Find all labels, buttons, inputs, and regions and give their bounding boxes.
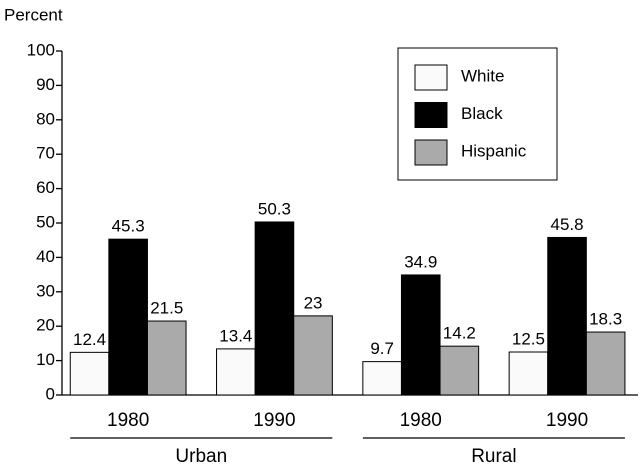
bar <box>69 351 110 396</box>
y-tick-label: 60 <box>36 178 55 197</box>
value-label: 23 <box>304 293 323 312</box>
legend-label: Black <box>461 104 503 123</box>
legend-swatch <box>414 64 448 91</box>
bar <box>108 238 148 396</box>
y-tick-label: 10 <box>36 350 55 369</box>
x-tick-label: 1980 <box>107 410 149 431</box>
value-label: 21.5 <box>150 299 183 318</box>
x-tick-label: 1980 <box>400 410 442 431</box>
y-tick-label: 100 <box>27 40 55 59</box>
bar <box>146 320 187 396</box>
y-tick-label: 0 <box>46 384 55 403</box>
value-label: 45.3 <box>112 217 145 236</box>
bar <box>547 236 587 396</box>
y-tick-label: 80 <box>36 109 55 128</box>
x-tick-label: 1990 <box>253 410 295 431</box>
value-label: 9.7 <box>370 339 394 358</box>
bar <box>293 315 333 396</box>
bar <box>216 348 256 396</box>
group-label: Urban <box>175 446 227 467</box>
y-tick-label: 50 <box>36 212 55 231</box>
legend-label: Hispanic <box>461 141 527 160</box>
y-tick-label: 20 <box>36 316 55 335</box>
value-label: 13.4 <box>219 326 252 345</box>
value-label: 34.9 <box>404 252 437 271</box>
x-tick-label: 1990 <box>546 410 588 431</box>
bar <box>254 221 295 396</box>
value-label: 18.3 <box>589 310 622 329</box>
value-label: 50.3 <box>258 199 291 218</box>
bar <box>439 345 480 396</box>
bar <box>508 351 549 396</box>
value-label: 14.2 <box>443 324 476 343</box>
legend-swatch <box>414 102 448 128</box>
y-tick-label: 40 <box>36 247 55 266</box>
bar <box>400 274 441 396</box>
value-label: 12.5 <box>512 329 545 348</box>
y-tick-label: 30 <box>36 281 55 300</box>
y-axis-label: Percent <box>4 5 63 24</box>
bar <box>362 361 402 396</box>
legend-swatch <box>414 139 448 166</box>
legend-label: White <box>461 66 504 85</box>
value-label: 12.4 <box>73 330 106 349</box>
bar <box>585 331 626 396</box>
y-tick-label: 90 <box>36 75 55 94</box>
group-label: Rural <box>471 446 516 467</box>
value-label: 45.8 <box>551 215 584 234</box>
y-tick-label: 70 <box>36 144 55 163</box>
